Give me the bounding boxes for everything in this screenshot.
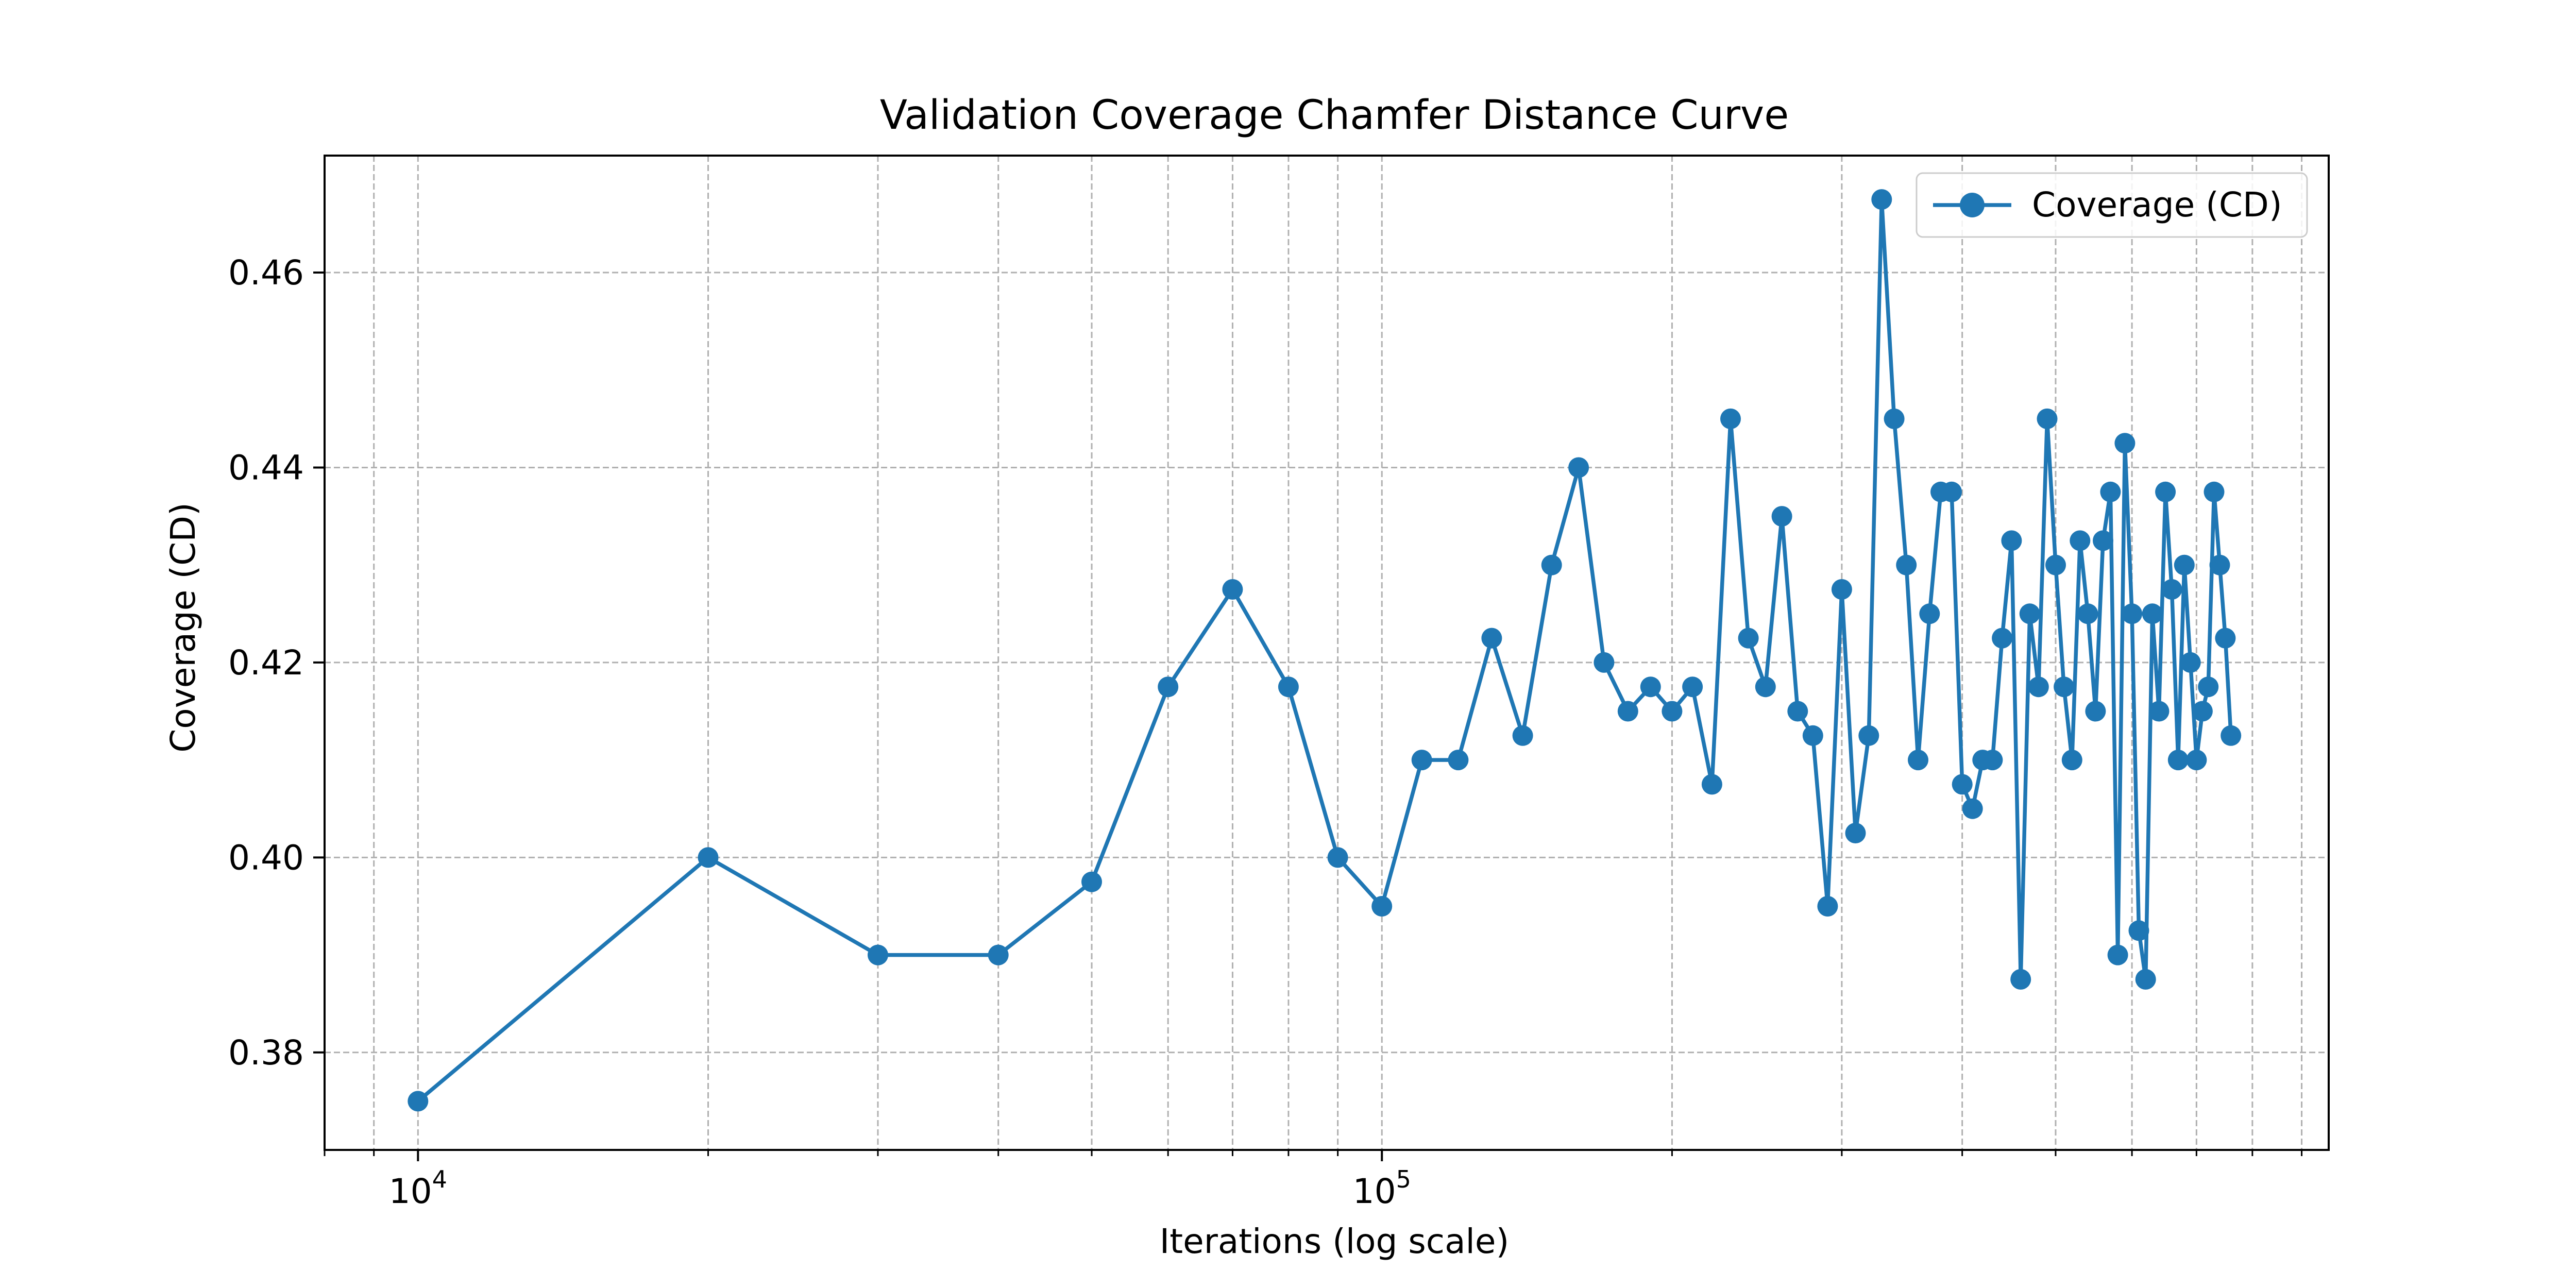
data-point [2085, 701, 2106, 722]
data-point [2061, 750, 2082, 771]
legend-marker-swatch [1960, 193, 1985, 217]
data-point [1662, 701, 1683, 722]
data-point [2093, 530, 2113, 551]
data-point [1884, 408, 1905, 429]
y-tick-label: 0.40 [228, 838, 304, 877]
data-point [2221, 725, 2242, 746]
data-point [1081, 871, 1102, 892]
y-tick-label: 0.42 [228, 643, 304, 683]
data-point [1278, 676, 1299, 698]
x-axis-label: Iterations (log scale) [1160, 1222, 1509, 1261]
data-point [1962, 798, 1983, 819]
data-point [2019, 603, 2040, 624]
legend: Coverage (CD) [1916, 172, 2308, 238]
data-point [868, 944, 888, 965]
data-point [1908, 750, 1928, 771]
data-point [1919, 603, 1940, 624]
data-point [2054, 676, 2075, 698]
data-point [2077, 603, 2098, 624]
data-point [1858, 725, 1879, 746]
data-point [2198, 676, 2219, 698]
data-point [2161, 579, 2182, 600]
data-point [2204, 481, 2225, 502]
data-point [1952, 774, 1973, 795]
data-point [2135, 969, 2156, 990]
data-point [1701, 774, 1722, 795]
data-point [1896, 554, 1917, 575]
data-point [1512, 725, 1533, 746]
data-point [2100, 481, 2121, 502]
data-point [2070, 530, 2091, 551]
data-point [1158, 676, 1179, 698]
data-point [698, 847, 719, 868]
data-point [2155, 481, 2176, 502]
data-point [1845, 823, 1866, 843]
data-point [2128, 920, 2149, 941]
y-tick-label: 0.46 [228, 253, 304, 293]
data-point [2192, 701, 2213, 722]
data-point [1327, 847, 1348, 868]
data-point [2209, 554, 2230, 575]
data-point [2028, 676, 2049, 698]
data-point [1617, 701, 1638, 722]
data-point [2122, 603, 2143, 624]
legend-label: Coverage (CD) [2032, 185, 2282, 225]
data-point [1802, 725, 1823, 746]
data-point [1411, 750, 1432, 771]
y-axis-label: Coverage (CD) [163, 502, 203, 753]
y-tick-label: 0.44 [228, 448, 304, 487]
chart-title: Validation Coverage Chamfer Distance Cur… [880, 92, 1789, 139]
data-point [1541, 554, 1562, 575]
data-point [1787, 701, 1808, 722]
data-point [1222, 579, 1243, 600]
data-point [2167, 750, 2189, 771]
data-point [2001, 530, 2022, 551]
data-point [2142, 603, 2163, 624]
y-axis-ticks: 0.38 0.40 0.42 0.44 0.46 [228, 253, 325, 1073]
axes-frame [324, 155, 2330, 1151]
data-point [2215, 628, 2236, 649]
x-axis-ticks: 104 105 [324, 1150, 2303, 1211]
data-point [1992, 628, 2013, 649]
data-point [1371, 896, 1393, 917]
data-point [1720, 408, 1741, 429]
data-point [1871, 189, 1892, 210]
data-point [1771, 506, 1792, 527]
data-point [1682, 676, 1703, 698]
data-point [408, 1091, 429, 1112]
data-point [2186, 750, 2207, 771]
data-point [1982, 750, 2003, 771]
data-point [1448, 750, 1469, 771]
data-point [2037, 408, 2058, 429]
data-point [1481, 628, 1502, 649]
data-point [2114, 433, 2136, 454]
plot-area [324, 155, 2330, 1151]
data-point [1594, 652, 1615, 673]
data-point [2148, 701, 2170, 722]
data-point [2045, 554, 2066, 575]
data-point [1640, 676, 1661, 698]
x-tick-label: 104 [389, 1165, 447, 1211]
x-tick-label: 105 [1353, 1165, 1411, 1211]
data-point [2180, 652, 2201, 673]
legend-box [1916, 172, 2308, 238]
data-point [1817, 896, 1838, 917]
data-point [2010, 969, 2031, 990]
data-point [1568, 457, 1589, 478]
data-point [1941, 481, 1962, 502]
data-point [1755, 676, 1776, 698]
data-point [2174, 554, 2195, 575]
data-point [1738, 628, 1759, 649]
data-point [988, 944, 1009, 965]
data-point [1831, 579, 1852, 600]
data-point [2107, 944, 2128, 965]
y-tick-label: 0.38 [228, 1033, 304, 1073]
